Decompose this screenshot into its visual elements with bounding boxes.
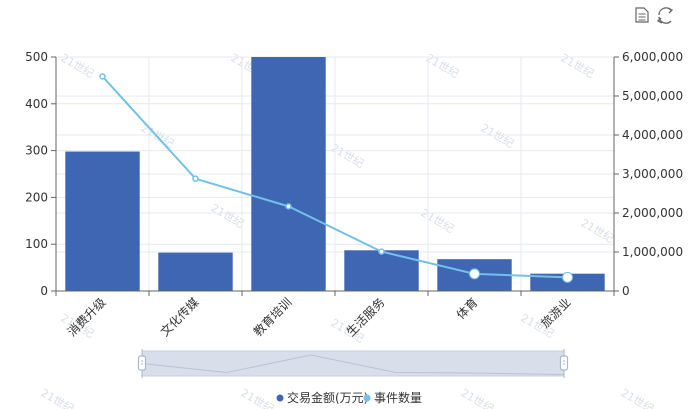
bar [158, 252, 233, 291]
line-path [101, 75, 568, 279]
left-axis-ticks: 0 100 200 300 400 500 [25, 50, 56, 298]
bar [251, 57, 326, 291]
left-axis-tick-label: 300 [25, 144, 48, 158]
left-axis-tick-label: 200 [25, 190, 48, 204]
left-axis-tick-label: 100 [25, 237, 48, 251]
slider-handle-right[interactable] [559, 355, 569, 371]
line-point [99, 73, 106, 80]
line-series [99, 73, 573, 283]
refresh-icon-arc [658, 16, 672, 24]
bar [344, 250, 419, 291]
left-axis-tick-label: 500 [25, 50, 48, 64]
right-axis-tick-label: 2,000,000 [622, 206, 683, 220]
watermark-text: 21世纪 [209, 201, 247, 230]
line-point [562, 271, 573, 283]
bar-series [65, 57, 605, 291]
category-label: 文化传媒 [157, 295, 202, 340]
category-labels: 消费升级 文化传媒 教育培训 生活服务 体育 旅游业 [65, 295, 574, 340]
refresh-icon-arrow [656, 17, 663, 24]
legend-label-line: 事件数量 [374, 390, 422, 405]
left-axis-tick-label: 0 [40, 284, 48, 298]
toolbox [635, 7, 674, 24]
category-label: 教育培训 [250, 295, 295, 340]
category-label: 体育 [453, 295, 481, 323]
watermark-text: 21世纪 [239, 386, 277, 409]
watermark-text: 21世纪 [479, 121, 517, 150]
line-point [192, 175, 199, 182]
watermark-text: 21世纪 [619, 386, 657, 409]
slider-handle-left[interactable] [137, 355, 147, 371]
data-zoom-slider[interactable] [137, 349, 569, 378]
watermark-text: 21世纪 [59, 51, 97, 80]
refresh-icon[interactable] [656, 7, 674, 24]
watermark-text: 21世纪 [39, 386, 77, 409]
watermark-text: 21世纪 [459, 386, 497, 409]
left-axis-tick-label: 400 [25, 97, 48, 111]
refresh-icon-arrow [667, 7, 674, 14]
watermark-text: 21世纪 [424, 51, 462, 80]
right-axis-tick-label: 4,000,000 [622, 128, 683, 142]
bar [65, 151, 140, 291]
line-point [378, 248, 385, 255]
category-label: 旅游业 [538, 295, 573, 330]
watermark-text: 21世纪 [419, 206, 457, 235]
right-axis-tick-label: 6,000,000 [622, 50, 683, 64]
line-point [285, 203, 292, 210]
right-axis-tick-label: 3,000,000 [622, 167, 683, 181]
watermark-text: 21世纪 [559, 51, 597, 80]
category-label: 生活服务 [343, 295, 388, 340]
legend-marker-bar [276, 394, 284, 402]
watermark-text: 21世纪 [329, 141, 367, 170]
legend-marker-line [363, 394, 371, 402]
right-axis-ticks: 0 1,000,000 2,000,000 3,000,000 4,000,000 5,0… [614, 50, 683, 298]
slider-data-shadow [141, 354, 565, 375]
line-point [469, 268, 480, 280]
right-axis-tick-label: 5,000,000 [622, 89, 683, 103]
legend-label-bar: 交易金额(万元) [287, 390, 368, 405]
right-axis-tick-label: 0 [622, 284, 630, 298]
right-axis-tick-label: 1,000,000 [622, 245, 683, 259]
watermark-text: 21世纪 [579, 216, 617, 245]
document-icon-outline [635, 7, 649, 23]
document-icon[interactable] [635, 7, 649, 23]
legend: 交易金额(万元) 事件数量 [276, 390, 422, 405]
